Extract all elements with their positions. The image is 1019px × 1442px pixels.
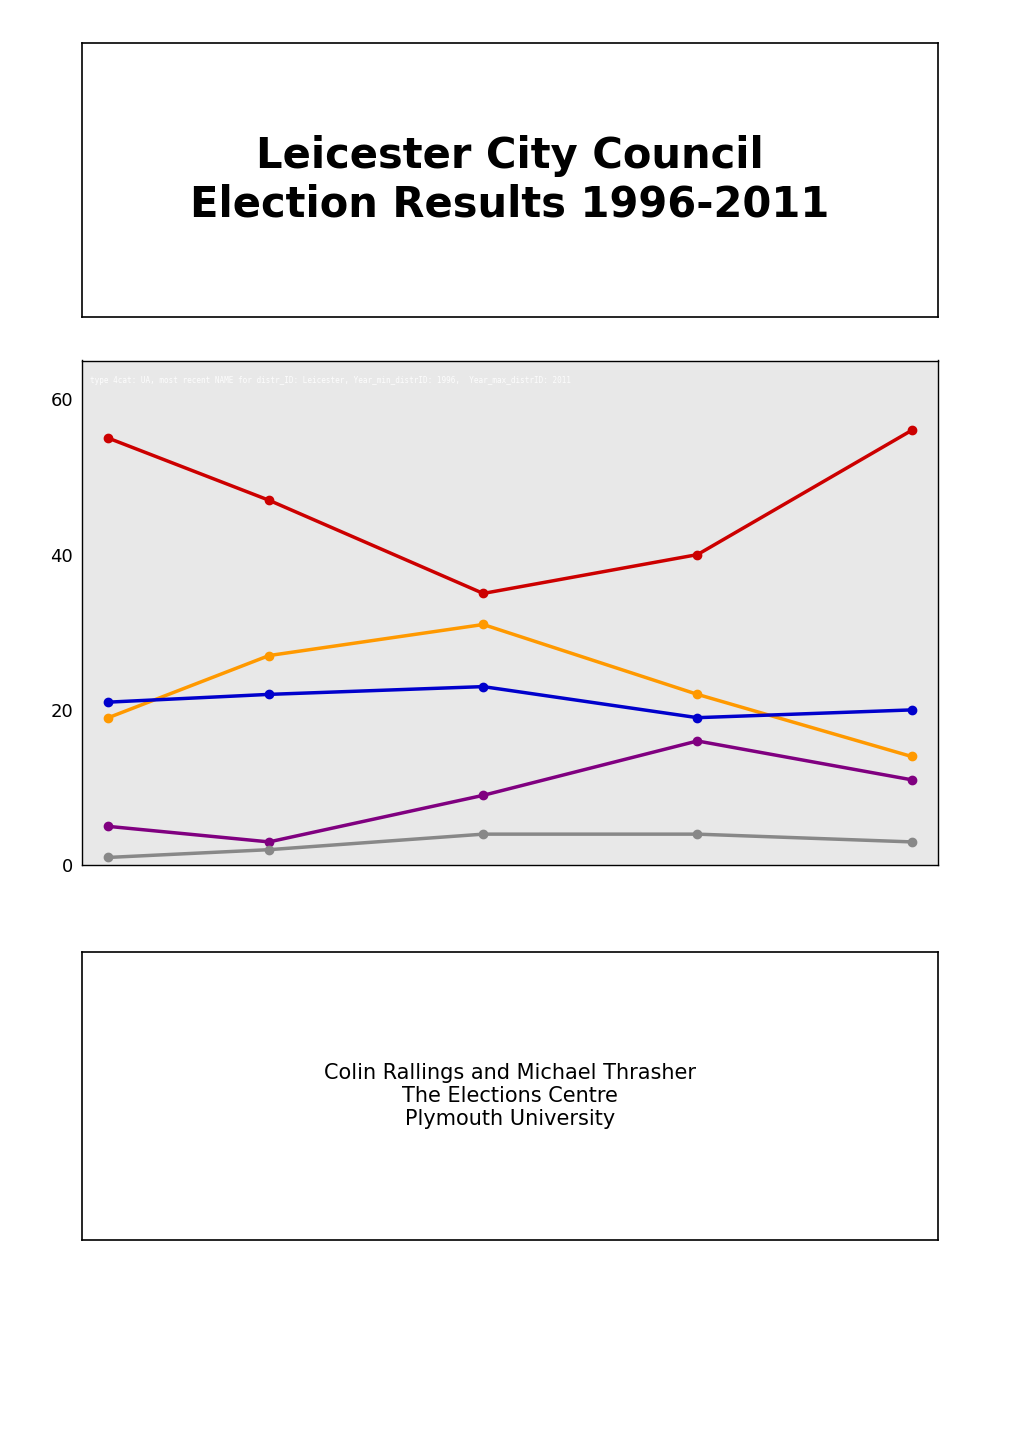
Text: type 4cat: UA, most recent NAME for distr_ID: Leicester, Year_min_distrID: 1996,: type 4cat: UA, most recent NAME for dist… — [90, 376, 571, 385]
Text: Leicester City Council
Election Results 1996-2011: Leicester City Council Election Results … — [191, 136, 828, 225]
Text: Colin Rallings and Michael Thrasher
The Elections Centre
Plymouth University: Colin Rallings and Michael Thrasher The … — [324, 1063, 695, 1129]
